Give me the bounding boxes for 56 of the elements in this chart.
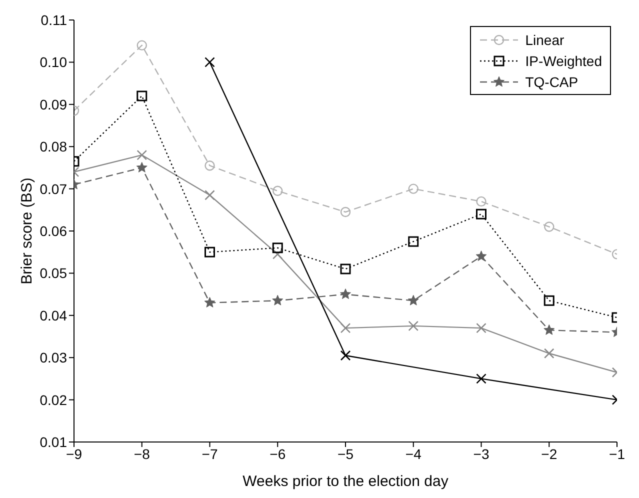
y-tick-label: 0.06: [40, 222, 68, 239]
point: [340, 350, 351, 361]
point: [476, 196, 486, 207]
y-tick-label: 0.08: [40, 138, 68, 155]
point: [544, 348, 554, 359]
y-tick-label: 0.07: [40, 180, 68, 197]
x-tick-label: −3: [473, 446, 490, 462]
point: [136, 150, 148, 160]
y-tick-label: 0.02: [40, 392, 68, 408]
x-tick-label: −7: [202, 446, 218, 462]
point: [544, 324, 555, 335]
point: [476, 208, 486, 220]
point: [544, 295, 554, 306]
point: [408, 184, 418, 194]
legend-label: Linear: [525, 32, 564, 48]
y-tick-label: 0.05: [40, 265, 68, 282]
point: [204, 57, 215, 68]
point: [476, 250, 487, 262]
y-axis-title: Brier score (BS): [18, 178, 36, 284]
x-tick-label: −2: [541, 446, 558, 462]
y-tick-label: 0.11: [40, 12, 68, 28]
x-axis-title: Weeks prior to the election day: [242, 473, 449, 490]
point: [204, 246, 215, 258]
point: [136, 162, 148, 172]
legend-label: TQ-CAP: [525, 74, 578, 90]
point: [408, 320, 419, 332]
point: [204, 160, 215, 171]
point: [272, 186, 283, 196]
point: [544, 222, 554, 232]
point: [340, 322, 351, 334]
point: [476, 322, 486, 334]
x-tick-label: −5: [338, 446, 354, 462]
point: [136, 90, 148, 102]
y-tick-label: 0.03: [40, 350, 68, 366]
point: [136, 40, 147, 50]
point: [204, 296, 216, 308]
point: [476, 374, 486, 384]
point: [272, 242, 283, 254]
x-tick-label: −6: [270, 446, 286, 462]
legend-label: IP-Weighted: [525, 52, 602, 68]
point: [340, 206, 351, 218]
point: [340, 288, 351, 299]
y-tick-label: 0.09: [40, 96, 68, 112]
point: [408, 294, 419, 306]
x-tick-label: −9: [66, 446, 82, 462]
y-tick-label: 0.04: [40, 307, 68, 324]
y-tick-label: 0.10: [40, 54, 68, 70]
point: [272, 294, 284, 306]
x-tick-label: −8: [134, 446, 150, 462]
x-tick-label: −4: [405, 446, 422, 462]
point: [272, 249, 283, 260]
y-tick-label: 0.01: [40, 434, 68, 450]
x-tick-label: −1: [609, 446, 626, 462]
point: [408, 236, 419, 247]
point: [340, 264, 351, 274]
point: [204, 190, 215, 200]
